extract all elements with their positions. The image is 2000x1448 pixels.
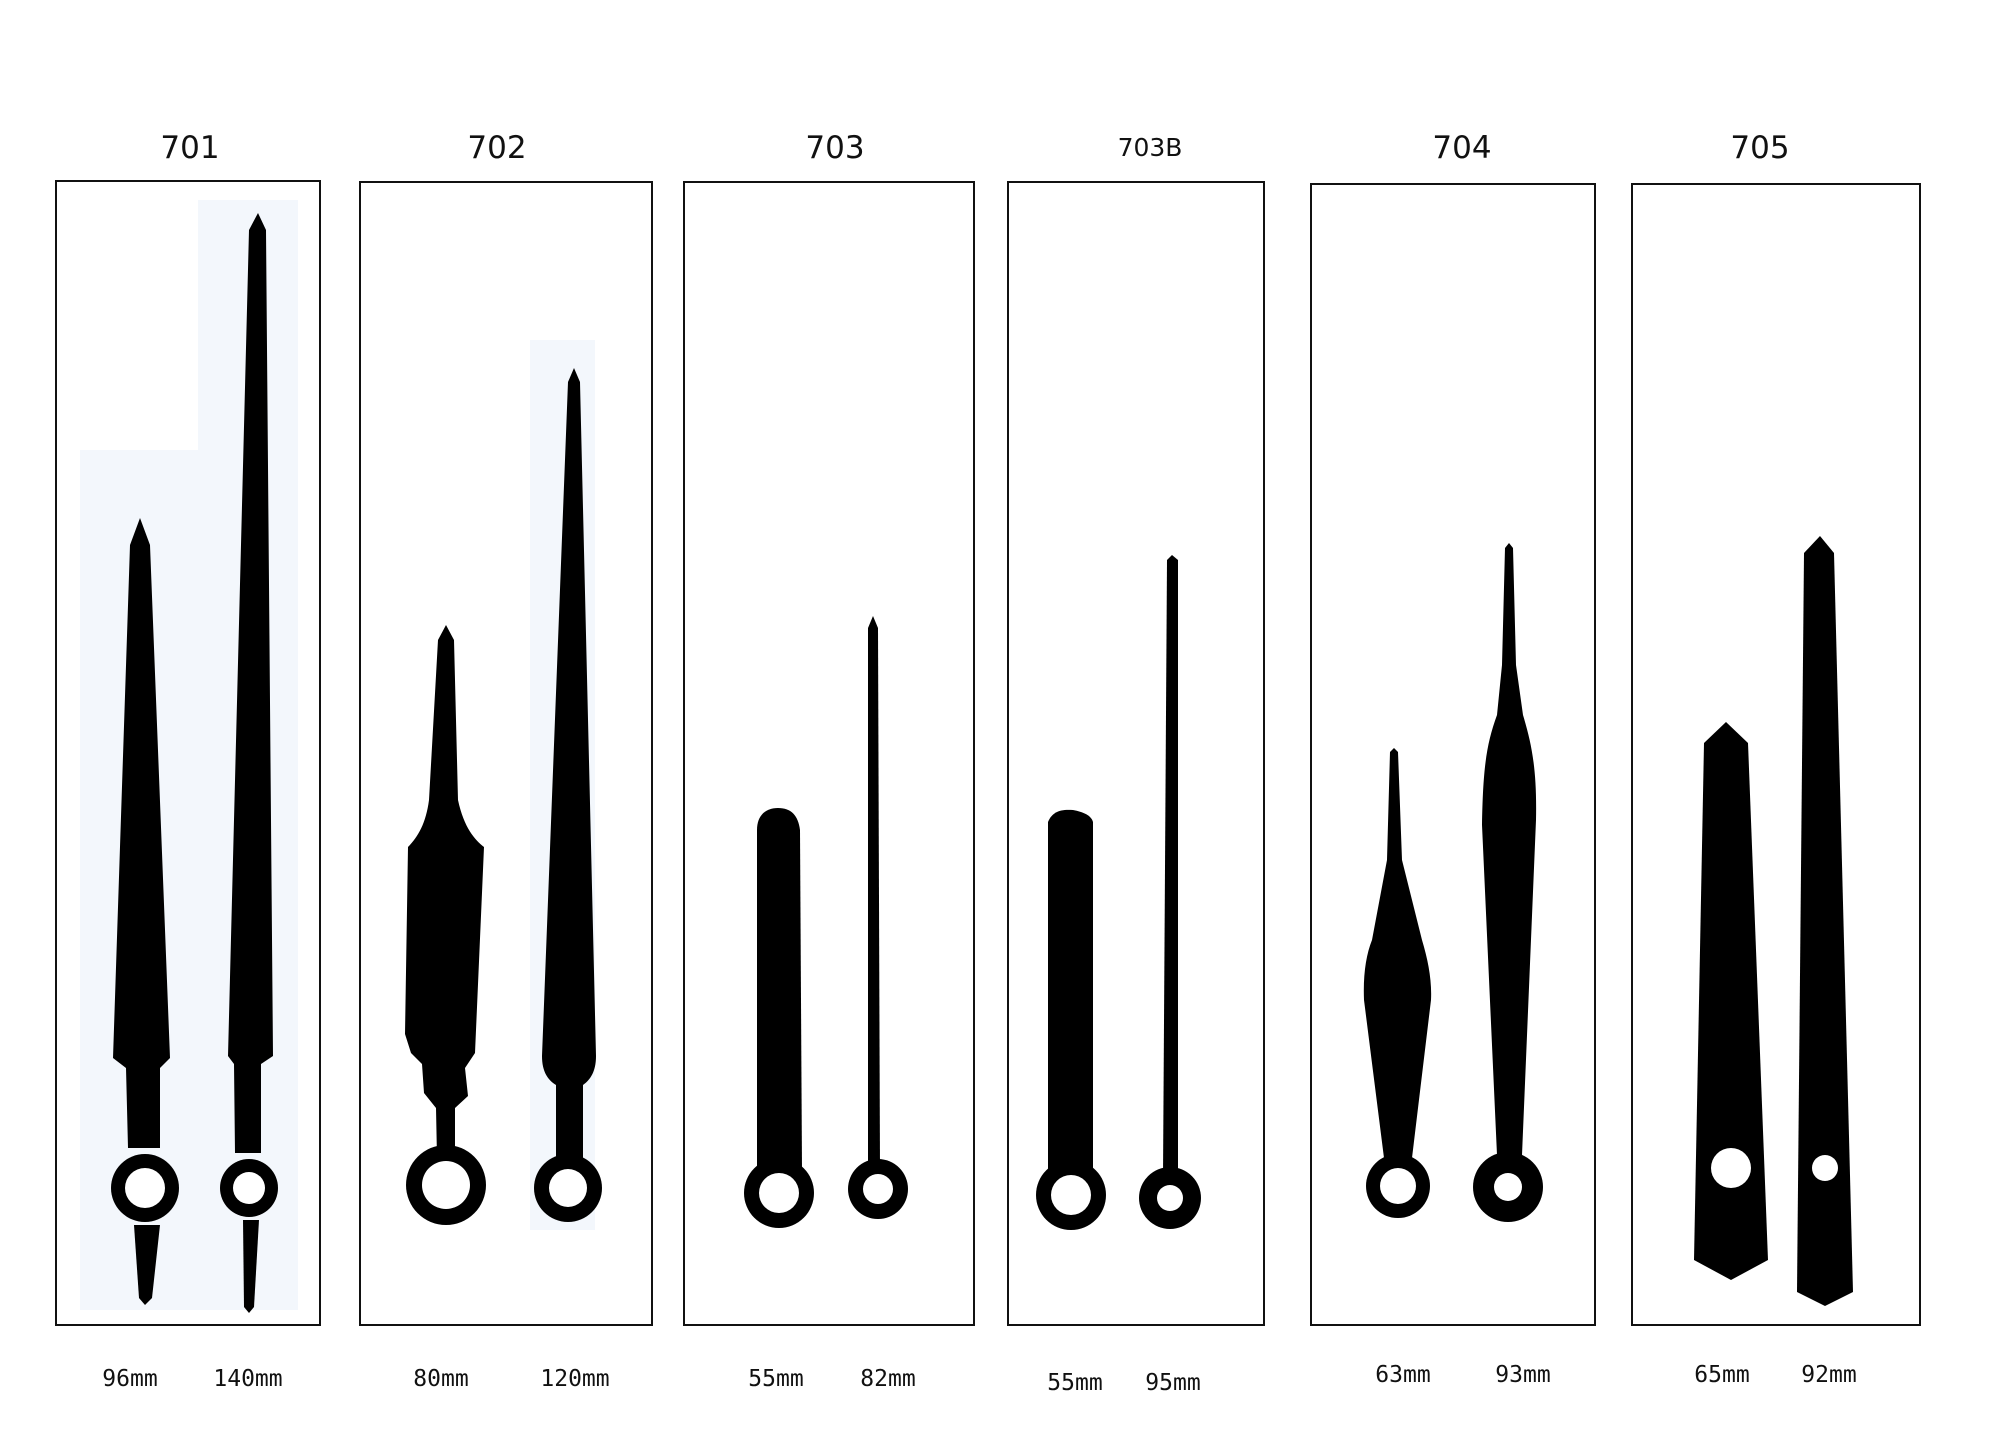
panel-703b	[1007, 181, 1265, 1326]
hand-701-hour	[111, 518, 179, 1305]
hand-702-hour	[405, 625, 486, 1225]
hand-705-hour	[1694, 722, 1768, 1280]
panel-title-703: 703	[805, 130, 865, 166]
size-label-701-hour: 96mm	[102, 1366, 158, 1392]
size-label-704-minute: 93mm	[1495, 1362, 1551, 1388]
size-label-702-minute: 120mm	[540, 1366, 610, 1392]
size-label-703b-hour: 55mm	[1047, 1370, 1103, 1396]
panel-title-702: 702	[467, 130, 527, 166]
panel-701	[55, 180, 321, 1326]
size-label-705-hour: 65mm	[1694, 1362, 1750, 1388]
size-label-704-hour: 63mm	[1375, 1362, 1431, 1388]
hand-703b-minute	[1139, 555, 1201, 1229]
panel-702	[359, 181, 653, 1326]
panel-703	[683, 181, 975, 1326]
panel-title-704: 704	[1432, 130, 1492, 166]
panel-704	[1310, 183, 1596, 1326]
panel-title-705: 705	[1730, 130, 1790, 166]
hand-704-hour	[1363, 748, 1432, 1218]
hand-702-minute	[534, 368, 602, 1222]
hand-703-minute	[848, 616, 908, 1219]
hand-703b-hour	[1036, 809, 1106, 1230]
size-label-703b-minute: 95mm	[1145, 1370, 1201, 1396]
size-label-701-minute: 140mm	[213, 1366, 283, 1392]
panel-title-701: 701	[160, 130, 220, 166]
size-label-705-minute: 92mm	[1801, 1362, 1857, 1388]
panel-705	[1631, 183, 1921, 1326]
hand-705-minute	[1797, 536, 1853, 1306]
hand-701-minute	[220, 213, 278, 1313]
hand-703-hour	[744, 808, 814, 1228]
size-label-703-minute: 82mm	[860, 1366, 916, 1392]
size-label-702-hour: 80mm	[413, 1366, 469, 1392]
hand-704-minute	[1473, 543, 1543, 1222]
panel-title-703b: 703B	[1117, 133, 1183, 162]
size-label-703-hour: 55mm	[748, 1366, 804, 1392]
